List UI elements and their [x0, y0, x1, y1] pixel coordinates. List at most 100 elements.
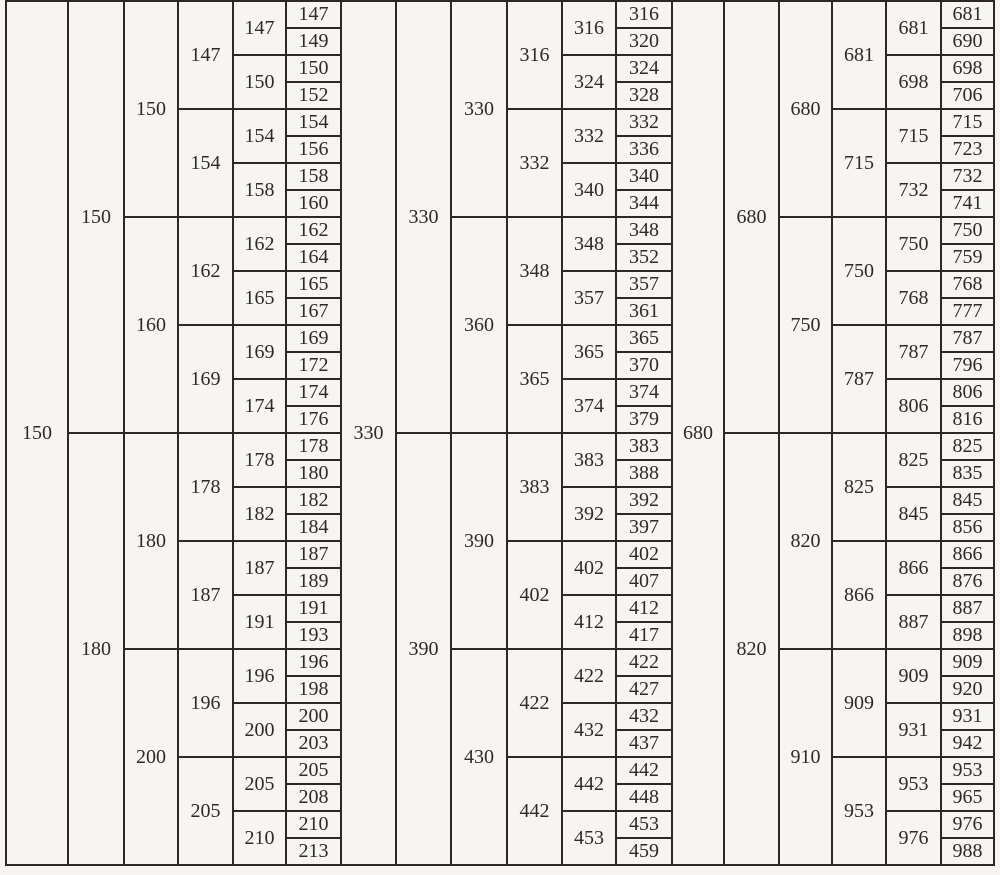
cell-e96: 154: [232, 108, 287, 164]
cell-e192: 442: [615, 756, 673, 785]
cell-e192: 909: [940, 648, 995, 677]
cell-e24: 910: [778, 648, 833, 866]
cell-e192: 845: [940, 486, 995, 515]
cell-e192: 759: [940, 243, 995, 272]
cell-e192: 920: [940, 675, 995, 704]
cell-e192: 681: [940, 0, 995, 29]
cell-e24: 430: [450, 648, 508, 866]
table-row: 149 320 690: [6, 27, 995, 56]
cell-e48: 422: [506, 648, 563, 758]
cell-e192: 332: [615, 108, 673, 137]
cell-e96: 750: [885, 216, 942, 272]
table-row: 200 196 196 196 430 422 422 422 910 909 909 909: [6, 648, 995, 866]
cell-e6: 680: [671, 0, 725, 866]
cell-e48: 196: [177, 648, 234, 758]
table-row: 154 154 154 332 332 332 715 715 715: [6, 108, 995, 218]
cell-e48: 332: [506, 108, 563, 218]
cell-e192: 365: [615, 324, 673, 353]
cell-e192: 825: [940, 432, 995, 461]
cell-e96: 196: [232, 648, 287, 704]
cell-e192: 887: [940, 594, 995, 623]
cell-e192: 176: [285, 405, 342, 434]
cell-e96: 845: [885, 486, 942, 542]
cell-e192: 374: [615, 378, 673, 407]
cell-e96: 182: [232, 486, 287, 542]
cell-e12: 330: [395, 0, 452, 434]
cell-e192: 172: [285, 351, 342, 380]
cell-e6: 150: [5, 0, 69, 866]
cell-e192: 690: [940, 27, 995, 56]
cell-e6: 330: [340, 0, 397, 866]
cell-e192: 417: [615, 621, 673, 650]
cell-e192: 191: [285, 594, 342, 623]
cell-e24: 390: [450, 432, 508, 650]
cell-e192: 208: [285, 783, 342, 812]
cell-e96: 210: [232, 810, 287, 866]
cell-e192: 459: [615, 837, 673, 866]
cell-e48: 316: [506, 0, 563, 110]
cell-e192: 149: [285, 27, 342, 56]
table-row: 182 182 392 392 845 845: [6, 486, 995, 542]
cell-e192: 942: [940, 729, 995, 758]
table-row: 184 397 856: [6, 513, 995, 542]
cell-e192: 835: [940, 459, 995, 488]
cell-e192: 357: [615, 270, 673, 299]
cell-e96: 953: [885, 756, 942, 812]
cell-e48: 909: [831, 648, 887, 758]
cell-e192: 898: [940, 621, 995, 650]
cell-e192: 427: [615, 675, 673, 704]
cell-e96: 374: [561, 378, 617, 434]
cell-e96: 332: [561, 108, 617, 164]
table-row: 160 162 162 162 360 348 348 348 750 750 750 750: [6, 216, 995, 434]
table-row: 150 150 324 324 698 698: [6, 54, 995, 110]
cell-e24: 200: [123, 648, 179, 866]
cell-e96: 442: [561, 756, 617, 812]
cell-e96: 169: [232, 324, 287, 380]
cell-e96: 732: [885, 162, 942, 218]
cell-e192: 200: [285, 702, 342, 731]
table-row: 180 388 835: [6, 459, 995, 488]
cell-e48: 787: [831, 324, 887, 434]
table-row: 158 158 340 340 732 732: [6, 162, 995, 218]
cell-e192: 316: [615, 0, 673, 29]
cell-e48: 178: [177, 432, 234, 542]
cell-e96: 715: [885, 108, 942, 164]
cell-e96: 147: [232, 0, 287, 56]
cell-e12: 820: [723, 432, 780, 866]
cell-e192: 931: [940, 702, 995, 731]
cell-e192: 169: [285, 324, 342, 353]
cell-e48: 715: [831, 108, 887, 218]
cell-e96: 162: [232, 216, 287, 272]
cell-e192: 196: [285, 648, 342, 677]
cell-e192: 437: [615, 729, 673, 758]
cell-e48: 187: [177, 540, 234, 650]
cell-e96: 158: [232, 162, 287, 218]
cell-e48: 402: [506, 540, 563, 650]
cell-e192: 182: [285, 486, 342, 515]
cell-e192: 189: [285, 567, 342, 596]
cell-e192: 352: [615, 243, 673, 272]
cell-e192: 412: [615, 594, 673, 623]
cell-e48: 169: [177, 324, 234, 434]
cell-e48: 147: [177, 0, 234, 110]
cell-e96: 412: [561, 594, 617, 650]
cell-e96: 402: [561, 540, 617, 596]
table-row: 164 352 759: [6, 243, 995, 272]
table-row: 176 379 816: [6, 405, 995, 434]
cell-e24: 680: [778, 0, 833, 218]
cell-e96: 453: [561, 810, 617, 866]
cell-e192: 698: [940, 54, 995, 83]
table-row: 193 417 898: [6, 621, 995, 650]
cell-e192: 397: [615, 513, 673, 542]
cell-e192: 213: [285, 837, 342, 866]
cell-e192: 361: [615, 297, 673, 326]
table-row: 203 437 942: [6, 729, 995, 758]
cell-e24: 180: [123, 432, 179, 650]
cell-e48: 348: [506, 216, 563, 326]
cell-e192: 340: [615, 162, 673, 191]
cell-e96: 787: [885, 324, 942, 380]
cell-e96: 825: [885, 432, 942, 488]
cell-e192: 876: [940, 567, 995, 596]
cell-e192: 344: [615, 189, 673, 218]
